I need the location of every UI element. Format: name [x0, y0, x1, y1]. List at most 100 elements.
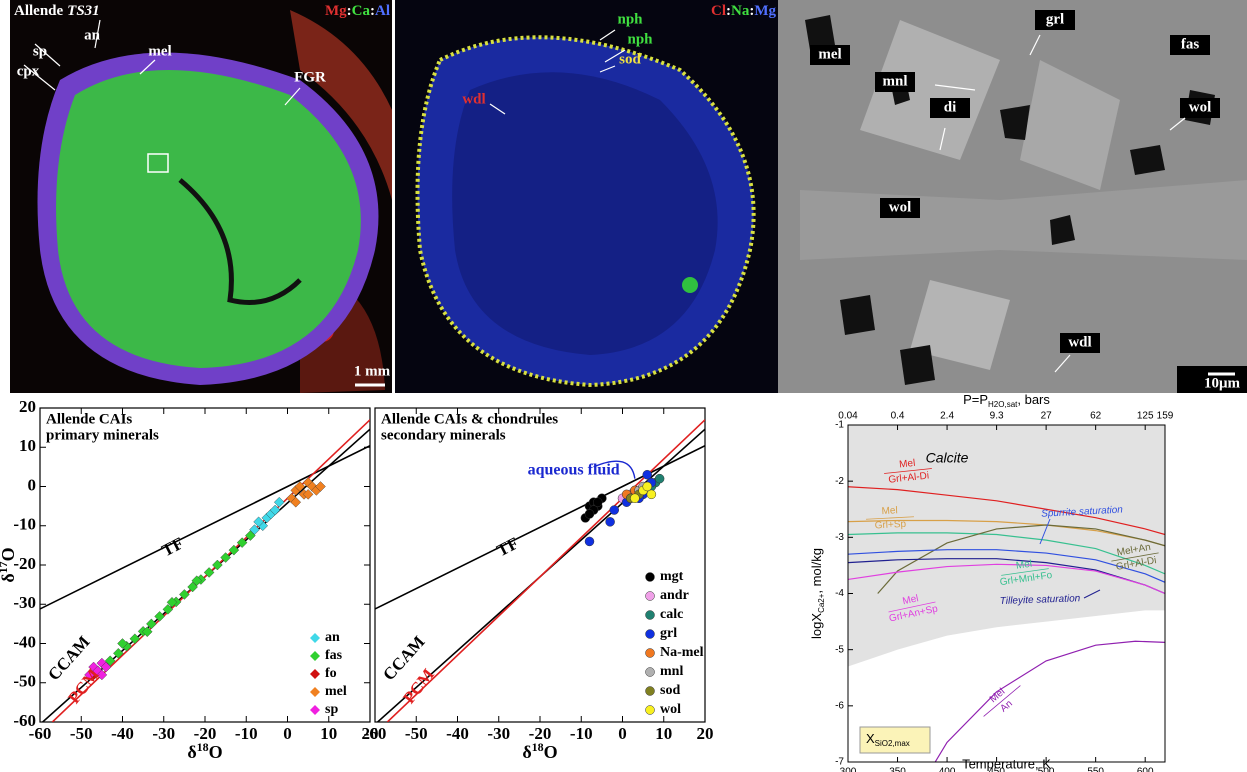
chart-title: Allende CAIs & chondrules [381, 411, 558, 427]
y-tick-label: 10 [19, 436, 36, 455]
series-label-top: Mel [1015, 559, 1032, 572]
legend-marker [646, 668, 655, 677]
y-tick-label: 20 [19, 397, 36, 416]
panel-a-image [10, 0, 392, 393]
data-point [655, 474, 664, 483]
y-tick-label: -40 [13, 632, 36, 651]
mineral-label: mel [818, 46, 841, 62]
chart-subtitle: primary minerals [46, 427, 159, 443]
x-tick-label: 0 [283, 724, 292, 743]
data-point [585, 537, 594, 546]
scale-label: 10μm [1204, 375, 1241, 391]
mineral-label: wol [1189, 99, 1212, 115]
map-element: Al [375, 3, 390, 19]
label-part: logX [809, 613, 824, 639]
y-tick-label: -6 [835, 700, 844, 711]
x-tick-label: 10 [320, 724, 337, 743]
x-tick-label: -10 [235, 724, 258, 743]
x-tick-label: -30 [152, 724, 175, 743]
legend-label: sp [325, 702, 338, 717]
data-point [585, 509, 594, 518]
label-part: δ [522, 742, 531, 762]
map-legend: Cl:Na:Mg [711, 3, 777, 19]
x2-tick-label: 27 [1041, 411, 1053, 422]
y-tick-label: -5 [835, 644, 844, 655]
chart-title: Allende CAIs [46, 411, 132, 427]
mineral-label: cpx [17, 63, 40, 79]
legend-label: an [325, 630, 340, 645]
x-tick-label: -10 [570, 724, 593, 743]
mineral-label: sod [619, 51, 641, 67]
label-part: P=P [963, 392, 988, 407]
y-tick-label: -2 [835, 476, 844, 487]
figure: -60-50-40-30-20-1001020-60-50-40-30-20-1… [0, 0, 1247, 772]
label-part: X [866, 731, 875, 746]
legend-marker [646, 649, 655, 658]
y-tick-label: -4 [835, 588, 844, 599]
data-point [610, 506, 619, 515]
x-tick-label: 0 [618, 724, 627, 743]
label-part: O [544, 742, 558, 762]
mineral-label: nph [627, 31, 653, 47]
label-part: 18 [532, 740, 544, 754]
annotation: aqueous fluid [528, 461, 620, 478]
x-tick-label: -40 [446, 724, 469, 743]
data-point [606, 517, 615, 526]
label-part: 17 [0, 561, 10, 573]
legend-marker [646, 573, 655, 582]
y-tick-label: -7 [835, 757, 844, 768]
label-part: , bars [1017, 392, 1050, 407]
legend-marker [646, 706, 655, 715]
mineral-label: di [944, 99, 957, 115]
title-italic: TS31 [67, 3, 100, 19]
legend-marker [646, 611, 655, 620]
x2-tick-label: 2.4 [940, 411, 954, 422]
map-element: Ca [352, 3, 371, 19]
x2-tick-label: 125 [1137, 411, 1154, 422]
label-part: δ [0, 573, 18, 582]
mineral-label: wdl [462, 91, 485, 107]
x-axis-label: Temperature, K [962, 757, 1051, 772]
map-legend: Mg:Ca:Al [325, 3, 390, 19]
legend-label: sod [660, 683, 680, 698]
y-tick-label: -10 [13, 515, 36, 534]
map-element: Cl [711, 3, 726, 19]
y-tick-label: -50 [13, 672, 36, 691]
legend-label: mgt [660, 569, 684, 584]
series-label-bottom: Grl+Sp [874, 519, 906, 532]
data-point [647, 490, 656, 499]
chart-b: -60-50-40-30-20-1001020δ18OAllende CAIs … [364, 408, 714, 762]
legend-marker [646, 630, 655, 639]
mineral-label: sp [33, 43, 47, 59]
map-element: Mg [325, 3, 347, 19]
y-tick-label: -60 [13, 711, 36, 730]
legend-label: Na-mel [660, 645, 704, 660]
label-part: , mol/kg [809, 548, 824, 594]
legend-label: andr [660, 588, 689, 603]
x-axis-label: δ18O [187, 740, 222, 762]
x-tick-label: 20 [697, 724, 714, 743]
series-label-top: Mel [881, 505, 898, 517]
x-tick-label: -40 [111, 724, 134, 743]
x-tick-label: 10 [655, 724, 672, 743]
mineral-label: nph [617, 11, 643, 27]
annotation: Calcite [926, 449, 969, 465]
series-label-top: Mel [899, 458, 916, 471]
label-part: H2O,sat [988, 400, 1018, 409]
mineral-label: wdl [1068, 334, 1091, 350]
x2-tick-label: 62 [1090, 411, 1102, 422]
label-part: δ [187, 742, 196, 762]
label-part: O [209, 742, 223, 762]
x-tick-label: 350 [889, 767, 906, 772]
y-axis-label: logXCa2+, mol/kg [809, 548, 826, 639]
page: {"image_panels":[ {"title":"Allende","ti… [0, 0, 1247, 772]
label-part: Ca2+ [817, 593, 826, 613]
legend-marker [646, 592, 655, 601]
legend-label: fo [325, 666, 337, 681]
mineral-label: wol [889, 199, 912, 215]
map-element: Mg [754, 3, 776, 19]
x-tick-label: 600 [1137, 767, 1154, 772]
x2-tick-label: 9.3 [990, 411, 1004, 422]
